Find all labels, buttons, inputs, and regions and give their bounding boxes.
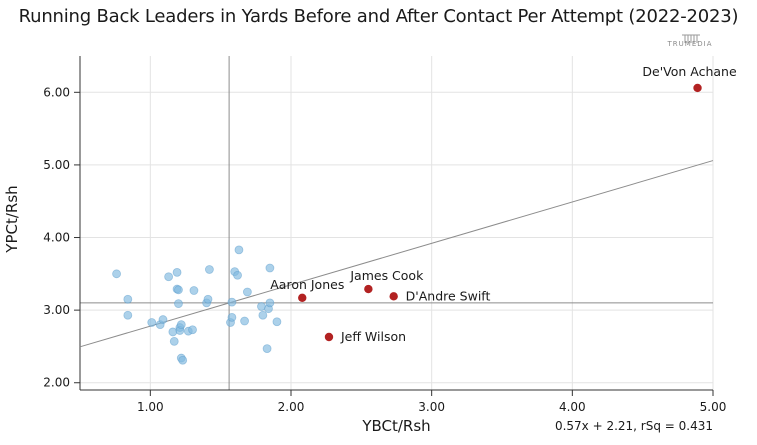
- data-point: [174, 285, 183, 295]
- x-tick-label: 5.00: [700, 400, 727, 414]
- x-tick-label: 4.00: [559, 400, 586, 414]
- data-point: [233, 270, 242, 280]
- highlighted-point: [389, 292, 398, 301]
- data-point: [234, 245, 244, 255]
- point-label: Jeff Wilson: [340, 329, 406, 344]
- chart-title: Running Back Leaders in Yards Before and…: [18, 6, 739, 27]
- data-point: [258, 310, 268, 320]
- data-point: [112, 269, 121, 279]
- data-point: [227, 312, 237, 322]
- data-point: [227, 297, 237, 307]
- data-point: [189, 286, 199, 295]
- point-label: De'Von Achane: [642, 64, 737, 79]
- point-labels: De'Von Achane James Cook D'Andre Swift Aaro…: [270, 64, 737, 344]
- grid-lines: [80, 56, 714, 390]
- data-point: [240, 316, 249, 326]
- data-point: [123, 310, 133, 320]
- trendline-path: [79, 160, 714, 348]
- trendline-formula: 0.57x + 2.21, rSq = 0.431: [554, 419, 713, 433]
- data-point: [242, 287, 252, 297]
- data-point: [123, 294, 133, 304]
- data-point: [262, 344, 272, 354]
- data-point: [272, 317, 282, 327]
- data-point: [169, 336, 179, 346]
- data-point: [188, 325, 197, 335]
- data-point: [168, 327, 178, 337]
- trumedia-logo-icon: [682, 34, 700, 43]
- trumedia-logo: TRUMEDIA: [660, 30, 720, 52]
- data-point: [265, 298, 275, 308]
- data-point: [172, 267, 182, 277]
- x-axis-title: YBCt/Rsh: [362, 417, 431, 435]
- data-point: [265, 263, 275, 273]
- reference-lines: [80, 56, 713, 390]
- data-point: [203, 294, 213, 304]
- data-point: [178, 355, 188, 365]
- point-label: D'Andre Swift: [406, 288, 491, 303]
- y-tick-label: 2.00: [43, 376, 70, 390]
- x-tick-label: 3.00: [418, 400, 445, 414]
- data-point: [176, 320, 186, 330]
- highlighted-point: [298, 293, 307, 302]
- x-tick-label: 1.00: [137, 400, 164, 414]
- tick-labels: 1.00 2.00 3.00 4.00 5.00 2.00 3.00 4.00 5.00 6.00: [43, 85, 726, 414]
- y-tick-label: 4.00: [43, 231, 70, 245]
- data-point: [164, 272, 174, 282]
- highlighted-point: [364, 284, 373, 294]
- data-points: [112, 83, 702, 365]
- point-label: Aaron Jones: [270, 277, 344, 292]
- y-tick-label: 6.00: [43, 85, 70, 99]
- data-point: [174, 299, 183, 308]
- x-tick-label: 2.00: [278, 400, 305, 414]
- trumedia-logo-text: TRUMEDIA: [667, 40, 713, 48]
- data-point: [205, 265, 214, 274]
- trendline: [79, 160, 714, 348]
- y-axis-title: YPCt/Rsh: [3, 185, 21, 253]
- axes: [74, 56, 714, 396]
- highlighted-point: [693, 83, 702, 93]
- point-label: James Cook: [349, 268, 424, 283]
- data-point: [147, 318, 157, 327]
- highlighted-point: [324, 332, 334, 342]
- y-tick-label: 3.00: [43, 303, 70, 317]
- data-point: [158, 315, 168, 324]
- y-tick-label: 5.00: [43, 158, 70, 172]
